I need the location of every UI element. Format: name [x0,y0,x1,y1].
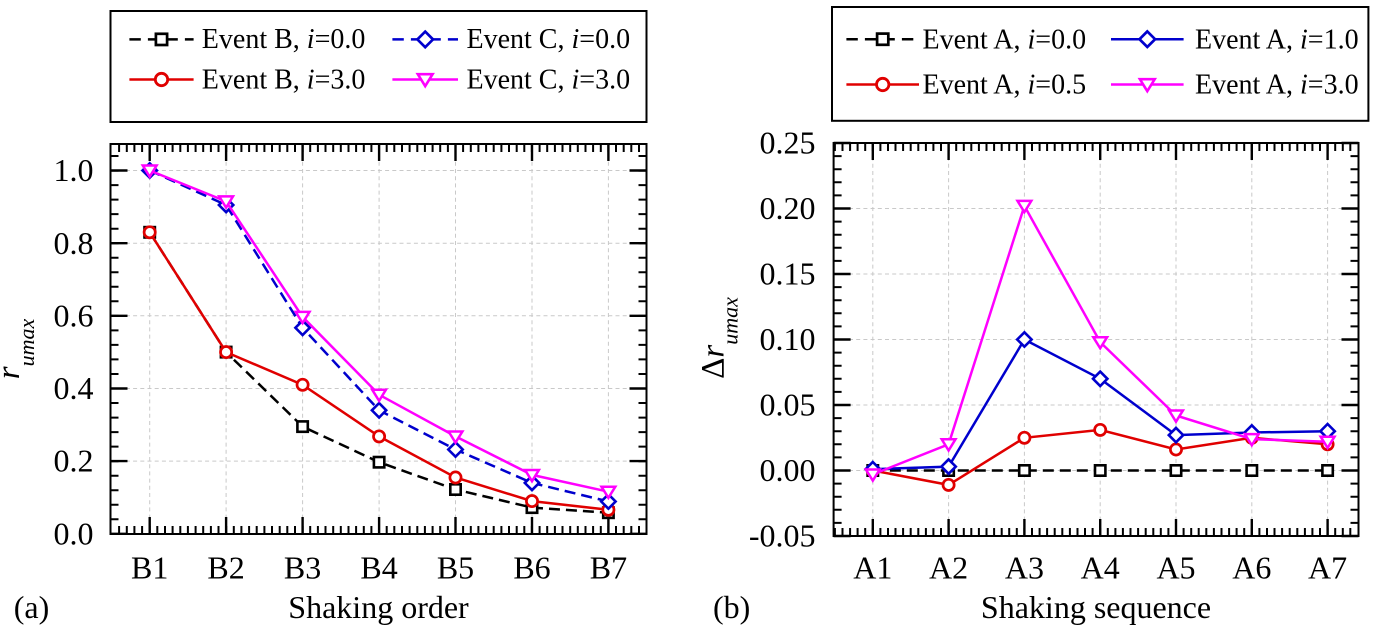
svg-text:-0.05: -0.05 [749,518,816,554]
svg-text:Event C, i=0.0: Event C, i=0.0 [467,24,631,55]
svg-text:B6: B6 [513,549,550,585]
svg-text:0.00: 0.00 [760,452,816,488]
svg-text:Event A, i=0.5: Event A, i=0.5 [923,70,1087,101]
svg-text:0.4: 0.4 [54,370,94,406]
svg-text:A3: A3 [1005,549,1044,585]
svg-text:B3: B3 [284,549,321,585]
svg-text:(b): (b) [713,589,750,625]
svg-text:A2: A2 [929,549,968,585]
svg-text:Event A, i=1.0: Event A, i=1.0 [1195,24,1359,55]
svg-text:B1: B1 [131,549,168,585]
svg-text:B5: B5 [437,549,474,585]
svg-text:A7: A7 [1308,549,1347,585]
svg-text:0.6: 0.6 [54,297,94,333]
svg-text:Event C, i=3.0: Event C, i=3.0 [467,64,631,95]
svg-text:0.20: 0.20 [760,190,816,226]
svg-text:Event B, i=3.0: Event B, i=3.0 [202,64,366,95]
svg-text:(a): (a) [14,589,50,625]
svg-text:0.10: 0.10 [760,321,816,357]
svg-text:0.15: 0.15 [760,256,816,292]
svg-text:Shaking order: Shaking order [288,589,469,625]
svg-text:A6: A6 [1232,549,1271,585]
svg-text:0.8: 0.8 [54,225,94,261]
svg-text:Event A, i=0.0: Event A, i=0.0 [923,24,1087,55]
svg-text:B2: B2 [207,549,244,585]
svg-text:0.05: 0.05 [760,387,816,423]
svg-text:0.2: 0.2 [54,443,94,479]
svg-text:0.0: 0.0 [54,515,94,551]
svg-text:0.25: 0.25 [760,125,816,161]
svg-text:B7: B7 [590,549,627,585]
svg-text:Event A, i=3.0: Event A, i=3.0 [1195,70,1359,101]
svg-text:B4: B4 [360,549,397,585]
svg-text:A5: A5 [1156,549,1195,585]
svg-text:A1: A1 [853,549,892,585]
svg-text:1.0: 1.0 [54,152,94,188]
svg-text:Event B, i=0.0: Event B, i=0.0 [202,24,366,55]
svg-text:A4: A4 [1081,549,1120,585]
svg-text:Shaking sequence: Shaking sequence [981,589,1211,625]
